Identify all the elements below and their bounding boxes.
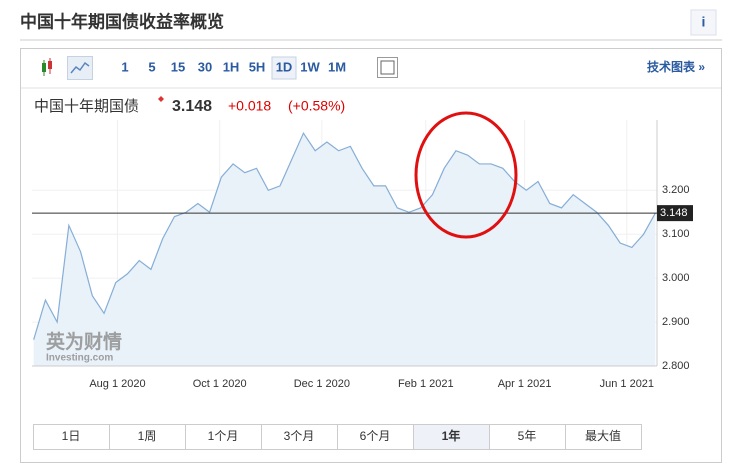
quote-change-pct: (+0.58%) [288,98,345,114]
settings-button[interactable] [377,57,398,78]
last-value-label: 3.148 [660,207,688,219]
price-line [33,131,656,340]
range-button[interactable] [185,424,262,450]
watermark-site: Investing.com [46,353,113,364]
line-chart-button[interactable] [67,56,93,80]
page-title: 中国十年期国债收益率概览 [20,11,224,31]
quote-price: 3.148 [172,98,212,115]
interval-button[interactable]: 30 [198,59,212,74]
quote-name: 中国十年期国债 [34,98,139,115]
y-tick-label: 3.000 [662,272,690,284]
interval-button[interactable]: 5 [148,59,155,74]
quote-change: +0.018 [228,98,271,114]
x-tick-label: Feb 1 2021 [398,378,454,390]
candle-icon[interactable] [42,58,52,76]
interval-button[interactable]: 1D [276,59,293,74]
interval-button[interactable]: 1 [121,59,128,74]
y-tick-label: 3.100 [662,228,690,240]
y-tick-label: 3.200 [662,184,690,196]
highlight-circle [414,111,518,239]
interval-button[interactable]: 1W [300,59,320,74]
range-button[interactable] [109,424,186,450]
interval-button[interactable]: 1H [223,59,240,74]
x-tick-label: Dec 1 2020 [294,378,350,390]
interval-button[interactable]: 5H [249,59,266,74]
range-button[interactable] [337,424,414,450]
panel [20,48,722,463]
area-fill [33,133,656,366]
quote-marker [158,96,164,102]
interval-button[interactable]: 1M [328,59,346,74]
range-button[interactable] [489,424,566,450]
last-value-box [657,205,693,222]
range-label: 1日 [62,429,81,443]
range-label: 6个月 [360,429,391,443]
range-label: 1年 [442,428,461,443]
range-button[interactable] [261,424,338,450]
y-tick-label: 2.900 [662,316,690,328]
range-label: 1个月 [208,429,239,443]
x-tick-label: Oct 1 2020 [193,378,247,390]
range-label: 3个月 [284,429,315,443]
tech-chart-link[interactable]: 技术图表 » [647,59,705,74]
watermark-brand: 英为财情 [46,330,122,353]
info-button[interactable] [690,9,717,36]
x-tick-label: Apr 1 2021 [498,378,552,390]
settings-icon [380,60,395,75]
line-icon [70,61,90,74]
y-tick-label: 2.800 [662,360,690,372]
range-button[interactable] [33,424,110,450]
info-icon: i [702,14,706,30]
range-label: 5年 [518,429,537,443]
interval-selected [271,56,297,80]
x-tick-label: Jun 1 2021 [600,378,654,390]
x-tick-label: Aug 1 2020 [89,378,145,390]
range-label: 最大值 [585,428,621,443]
interval-button[interactable]: 15 [171,59,185,74]
range-button[interactable] [565,424,642,450]
range-label: 1周 [138,429,157,443]
